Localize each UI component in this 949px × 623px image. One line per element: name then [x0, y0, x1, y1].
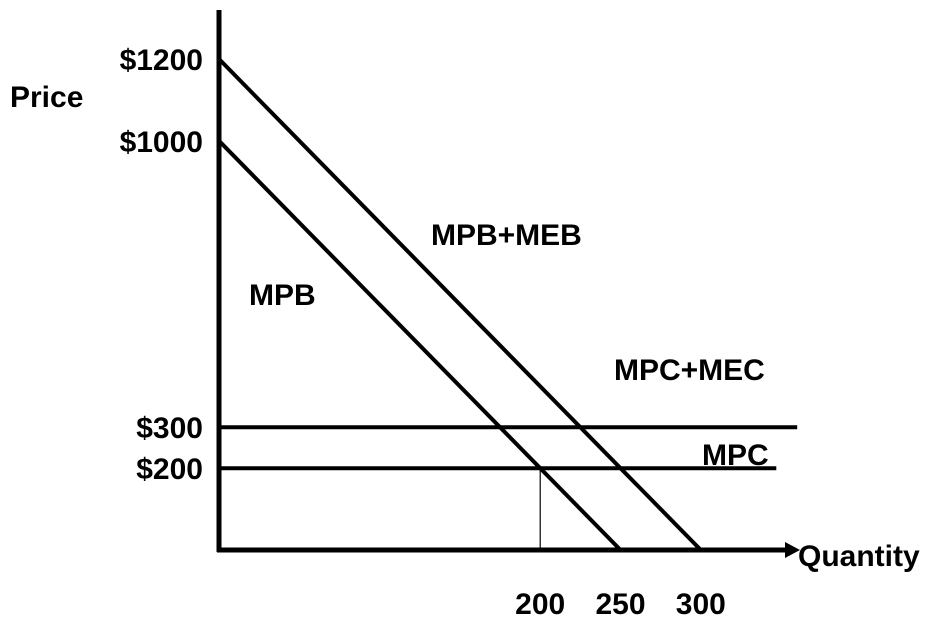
series-labels: MPB+MEB MPB MPC+MEC MPC: [249, 219, 769, 472]
series-label-mpc-mec: MPC+MEC: [614, 354, 765, 387]
y-tick-label: $300: [136, 412, 203, 445]
x-tick-label: 250: [595, 588, 645, 621]
y-tick-label: $1200: [120, 44, 203, 77]
x-axis-arrow-icon: [785, 542, 800, 558]
y-axis-title: Price: [10, 81, 83, 114]
series-line-mpb: [217, 139, 622, 552]
y-tick-label: $1000: [120, 126, 203, 159]
axes: [216, 10, 800, 558]
x-axis-title: Quantity: [798, 540, 920, 573]
series-label-mpb: MPB: [249, 279, 316, 312]
series-label-mpc: MPC: [702, 439, 769, 472]
series-label-mpb-meb: MPB+MEB: [431, 219, 582, 252]
series-lines: [217, 57, 798, 552]
y-tick-labels: $1200 $1000 $300 $200: [120, 44, 203, 486]
x-tick-label: 200: [515, 588, 565, 621]
x-tick-labels: 200 250 300: [515, 588, 726, 621]
y-tick-label: $200: [136, 453, 203, 486]
x-tick-label: 300: [676, 588, 726, 621]
